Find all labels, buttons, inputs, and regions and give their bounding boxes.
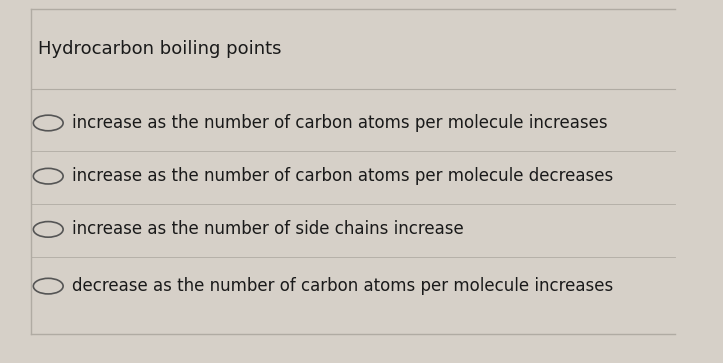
Text: Hydrocarbon boiling points: Hydrocarbon boiling points <box>38 40 281 58</box>
Text: increase as the number of carbon atoms per molecule decreases: increase as the number of carbon atoms p… <box>72 167 613 185</box>
Text: decrease as the number of carbon atoms per molecule increases: decrease as the number of carbon atoms p… <box>72 277 613 295</box>
Text: increase as the number of carbon atoms per molecule increases: increase as the number of carbon atoms p… <box>72 114 607 132</box>
Text: increase as the number of side chains increase: increase as the number of side chains in… <box>72 220 463 238</box>
